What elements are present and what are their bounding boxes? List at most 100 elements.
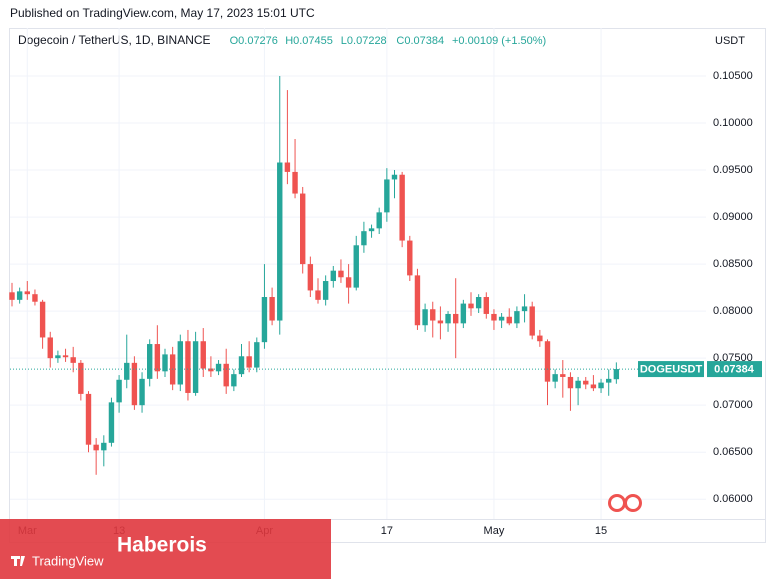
candle-body xyxy=(445,313,451,324)
legend-value: H0.07455 xyxy=(285,35,333,47)
candle-body xyxy=(575,380,581,389)
candle-body xyxy=(422,309,428,326)
candle-body xyxy=(560,374,566,377)
y-tick-label: 0.08500 xyxy=(713,258,753,270)
candle-body xyxy=(177,341,183,385)
candle-body xyxy=(254,342,260,368)
plot xyxy=(9,75,706,475)
candle-body xyxy=(590,384,597,389)
candle-body xyxy=(498,316,505,321)
watermark-box xyxy=(0,519,331,579)
candle-body xyxy=(475,297,482,309)
candle-body xyxy=(78,362,84,394)
candle-body xyxy=(277,162,283,321)
candle-body xyxy=(200,341,206,369)
y-tick-label: 0.06500 xyxy=(713,446,753,458)
brand-logo xyxy=(11,556,25,566)
candle-body xyxy=(238,356,245,375)
y-tick-label: 0.08000 xyxy=(713,305,753,317)
candle-body xyxy=(24,291,30,295)
y-tick-label: 0.10000 xyxy=(713,117,753,129)
candle-body xyxy=(437,320,444,324)
candle-body xyxy=(506,316,512,324)
chart-frame xyxy=(9,28,766,543)
flag-icon-inner xyxy=(611,497,623,509)
candle-body xyxy=(391,174,398,180)
candle-body xyxy=(101,442,107,451)
candle-body xyxy=(246,356,252,368)
currency-label: USDT xyxy=(715,35,745,47)
candle-body xyxy=(208,368,214,372)
chart-title: Dogecoin / TetherUS, 1D, BINANCE xyxy=(18,33,211,47)
x-tick-label: 15 xyxy=(595,525,607,537)
candle-body xyxy=(613,369,620,380)
x-tick-label: May xyxy=(484,525,505,537)
candle-body xyxy=(368,228,375,232)
symbol-badge xyxy=(638,361,704,378)
candle-body xyxy=(16,291,23,300)
candle-body xyxy=(70,357,76,363)
flag-icons xyxy=(608,494,642,512)
candle-body xyxy=(384,179,390,213)
watermark-text: Haberois xyxy=(117,534,207,557)
brand-text: TradingView xyxy=(32,553,104,568)
candle-body xyxy=(315,290,321,300)
candle-body xyxy=(300,193,306,265)
candle-body xyxy=(116,379,122,403)
candle-body xyxy=(269,297,275,321)
legend-value: C0.07384 xyxy=(396,35,444,47)
price-badge xyxy=(707,361,762,378)
y-tick-label: 0.07500 xyxy=(713,352,753,364)
candle-body xyxy=(567,376,574,389)
candle-body xyxy=(598,382,604,389)
x-tick-label: 17 xyxy=(381,525,393,537)
legend-value: L0.07228 xyxy=(341,35,387,47)
publish-header: Published on TradingView.com, May 17, 20… xyxy=(10,6,315,20)
y-tick-label: 0.09500 xyxy=(713,164,753,176)
candle-body xyxy=(322,281,329,300)
legend-value: +0.00109 (+1.50%) xyxy=(452,35,546,47)
candle-body xyxy=(154,344,161,372)
y-tick-label: 0.10500 xyxy=(713,70,753,82)
y-tick-label: 0.06000 xyxy=(713,493,753,505)
candle-body xyxy=(583,380,589,385)
candle-body xyxy=(483,297,489,314)
candle-body xyxy=(453,313,459,324)
symbol-badge-text: DOGEUSDT xyxy=(640,363,703,375)
candle-body xyxy=(399,174,405,241)
candle-body xyxy=(361,231,367,246)
candle-body xyxy=(544,341,551,382)
candle-body xyxy=(552,374,558,382)
y-tick-label: 0.07000 xyxy=(713,399,753,411)
candle-body xyxy=(307,264,314,291)
candle-body xyxy=(223,363,229,387)
candle-body xyxy=(338,270,344,278)
candle-body xyxy=(85,393,92,445)
candle-body xyxy=(131,362,138,406)
candle-body xyxy=(491,313,497,321)
candle-body xyxy=(521,306,528,312)
candle-body xyxy=(147,344,153,379)
candle-body xyxy=(261,297,268,343)
candle-body xyxy=(292,171,298,194)
candle-body xyxy=(108,402,115,443)
candle-body xyxy=(55,355,61,359)
legend-value: O0.07276 xyxy=(230,35,278,47)
candle-body xyxy=(9,292,15,300)
candle-body xyxy=(93,444,99,451)
price-badge-text: 0.07384 xyxy=(714,363,755,375)
candle-body xyxy=(460,303,467,324)
candle-body xyxy=(47,337,53,359)
candle-body xyxy=(124,362,130,380)
candle-body xyxy=(192,341,199,393)
candle-body xyxy=(185,341,191,393)
candle-body xyxy=(514,311,520,324)
candle-body xyxy=(376,212,382,229)
candle-body xyxy=(606,378,612,383)
candle-body xyxy=(414,275,421,326)
candle-body xyxy=(62,355,69,358)
candle-body xyxy=(353,245,359,288)
candle-body xyxy=(345,277,352,288)
